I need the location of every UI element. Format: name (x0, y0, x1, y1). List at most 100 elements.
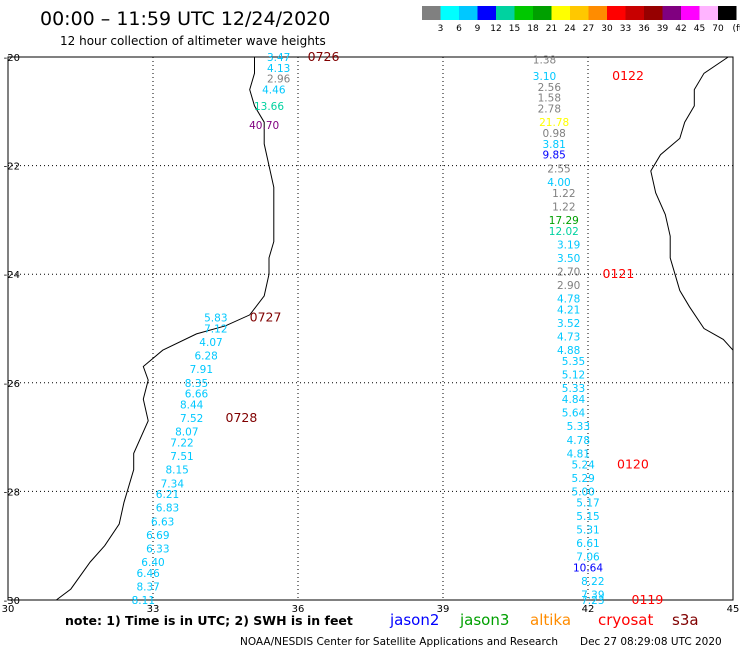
colorbar-swatch (533, 6, 552, 20)
swh-value: 4.88 (557, 345, 580, 357)
swh-value: 7.91 (190, 364, 213, 376)
swh-value: 12.02 (549, 226, 579, 238)
swh-value: 3.52 (557, 318, 580, 330)
swh-value: 5.33 (562, 383, 585, 395)
colorbar-unit: (ft) (733, 24, 740, 34)
colorbar-label: 45 (694, 24, 705, 34)
header: 00:00 – 11:59 UTC 12/24/2020 12 hour col… (40, 8, 330, 48)
swh-value: 17.29 (549, 215, 579, 227)
swh-value: 9.85 (542, 150, 565, 162)
coastline-east (650, 56, 734, 351)
swh-value: 2.70 (557, 266, 580, 278)
y-tick-label: -24 (4, 270, 20, 281)
y-tick-label: -28 (4, 487, 20, 498)
chart-subtitle: 12 hour collection of altimeter wave hei… (60, 34, 326, 48)
y-tick-label: -20 (4, 53, 20, 64)
swh-value: 8.35 (185, 378, 208, 390)
y-tick-label: -30 (4, 596, 20, 607)
colorbar-label: 18 (527, 24, 539, 34)
colorbar-label: 6 (456, 24, 462, 34)
swh-value: 5.17 (576, 497, 599, 509)
colorbar-label: 36 (638, 24, 650, 34)
swh-value: 3.81 (542, 139, 565, 151)
swh-value: 4.21 (557, 304, 580, 316)
swh-value: 7.34 (161, 478, 185, 490)
colorbar-swatch (570, 6, 589, 20)
swh-value: 8.44 (180, 400, 204, 412)
swh-value: 4.84 (562, 394, 586, 406)
x-tick-label: 39 (437, 604, 450, 615)
pass-time-label: 0120 (617, 456, 649, 471)
swh-value: 1.22 (552, 201, 575, 213)
swh-value: 4.73 (557, 332, 580, 344)
swh-value: 5.33 (567, 421, 590, 433)
swh-value: 8.15 (165, 465, 188, 477)
pass-time-label: 0728 (226, 410, 258, 425)
swh-value: 4.13 (267, 63, 290, 75)
swh-value: 1.38 (533, 55, 556, 67)
legend-item-altika: altika (530, 611, 571, 629)
swh-value: 7.23 (581, 595, 604, 607)
swh-value: 5.31 (576, 524, 599, 536)
colorbar-label: 15 (509, 24, 520, 34)
swh-value: 2.90 (557, 280, 580, 292)
swh-value: 1.58 (538, 93, 561, 105)
pass-time-label: 0122 (612, 68, 644, 83)
swh-value: 6.66 (185, 389, 209, 401)
pass-time-label: 0119 (632, 592, 664, 607)
swh-value: 0.98 (542, 128, 565, 140)
colorbar-label: 9 (475, 24, 481, 34)
swh-value: 2.96 (267, 74, 291, 86)
swh-value: 6.83 (156, 503, 179, 515)
swh-value: 7.12 (204, 324, 227, 336)
x-tick-label: 45 (727, 604, 740, 615)
swh-value: 5.12 (562, 370, 585, 382)
colorbar-label: 30 (601, 24, 613, 34)
swh-value: 1.22 (552, 188, 575, 200)
swh-value: 5.24 (571, 459, 595, 471)
swh-value: 6.46 (136, 568, 160, 580)
legend-item-cryosat: cryosat (598, 611, 653, 629)
swh-value: 4.00 (547, 177, 570, 189)
swh-value: 5.29 (571, 473, 594, 485)
plot-area: 30 33 36 39 42 45-20-22-24-26-28-303.474.132.… (2, 49, 740, 615)
y-tick-label: -22 (4, 162, 20, 173)
swh-value: 7.52 (180, 413, 203, 425)
colorbar-label: 3 (438, 24, 444, 34)
colorbar-swatch (422, 6, 441, 20)
swh-value: 7.22 (170, 438, 193, 450)
colorbar-swatch (496, 6, 515, 20)
swh-value: 3.47 (267, 52, 290, 64)
colorbar-swatch (551, 6, 570, 20)
swh-value: 4.78 (557, 294, 580, 306)
swh-value: 8.11 (132, 595, 155, 607)
swh-value: 4.07 (199, 337, 222, 349)
colorbar-swatch (662, 6, 681, 20)
footer: note: 1) Time is in UTC; 2) SWH is in fe… (65, 613, 722, 648)
swh-value: 6.28 (194, 351, 217, 363)
legend-item-jason3: jason3 (459, 611, 509, 629)
swh-value: 21.78 (539, 117, 569, 129)
x-tick-label: 42 (582, 604, 595, 615)
swh-value: 4.81 (567, 448, 590, 460)
swh-value: 6.40 (141, 557, 164, 569)
swh-value: 7.51 (170, 451, 193, 463)
swh-value: 3.10 (533, 71, 556, 83)
colorbar-label: 42 (675, 24, 686, 34)
pass-time-label: 0727 (250, 310, 282, 325)
swh-value: 5.35 (562, 356, 585, 368)
colorbar-swatch (459, 6, 478, 20)
footer-note: note: 1) Time is in UTC; 2) SWH is in fe… (65, 613, 353, 628)
swh-value: 4.46 (262, 85, 286, 97)
colorbar-swatch (607, 6, 626, 20)
colorbar-label: 21 (546, 24, 557, 34)
swh-value: 8.22 (581, 576, 604, 588)
swh-value: 40.70 (249, 120, 279, 132)
swh-value: 6.21 (156, 489, 179, 501)
colorbar-swatch (514, 6, 533, 20)
swh-value: 5.15 (576, 511, 599, 523)
colorbar-label: 39 (657, 24, 669, 34)
swh-value: 5.83 (204, 313, 227, 325)
swh-value: 8.37 (136, 581, 159, 593)
